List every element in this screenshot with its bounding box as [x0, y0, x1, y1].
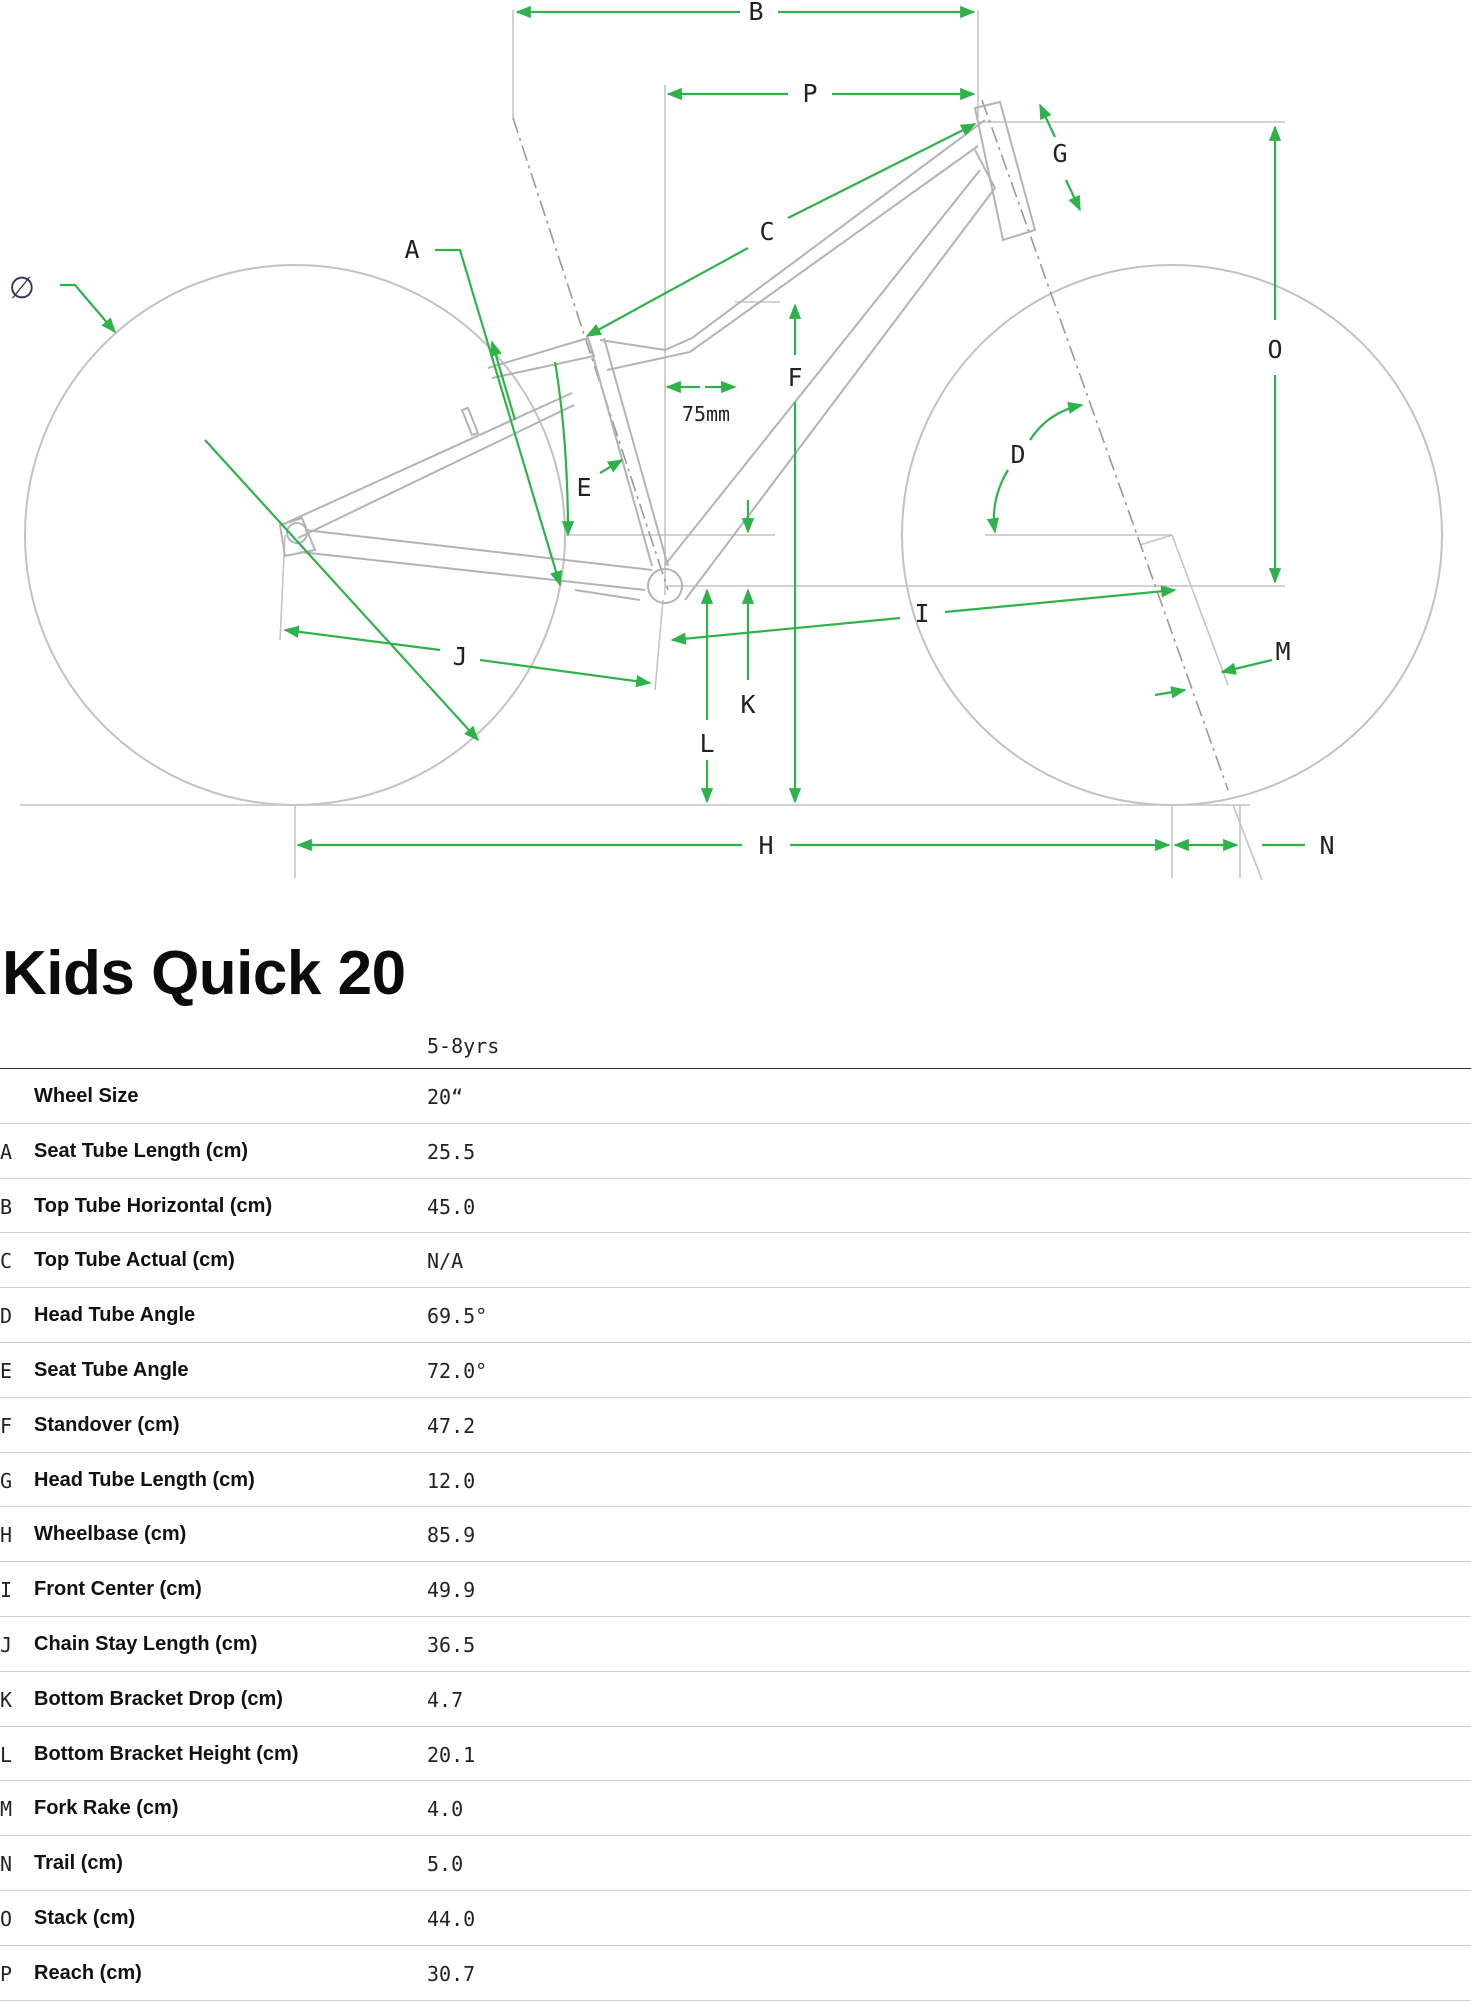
row-label: Top Tube Actual (cm) — [34, 1249, 235, 1272]
row-value: 36.5 — [427, 1632, 476, 1657]
table-row: C Top Tube Actual (cm) N/A — [0, 1233, 1471, 1289]
row-label: Bottom Bracket Drop (cm) — [34, 1687, 283, 1710]
row-value: 20.1 — [427, 1742, 476, 1767]
geometry-rows: Wheel Size 20“ A Seat Tube Length (cm) 25.5 B… — [0, 1069, 1471, 2001]
table-row: P Reach (cm) 30.7 — [0, 1946, 1471, 2001]
row-value: 85.9 — [427, 1523, 476, 1548]
row-label: Head Tube Angle — [34, 1304, 196, 1327]
row-letter: G — [0, 1468, 13, 1493]
row-label: Fork Rake (cm) — [34, 1797, 179, 1820]
row-letter: F — [0, 1413, 13, 1438]
label-f: F — [787, 363, 802, 392]
table-row: D Head Tube Angle 69.5° — [0, 1288, 1471, 1343]
row-letter: E — [0, 1358, 13, 1383]
label-h: H — [758, 831, 773, 860]
label-n: N — [1319, 831, 1334, 860]
row-value: 30.7 — [427, 1961, 476, 1986]
label-p: P — [802, 79, 817, 108]
row-value: 20“ — [427, 1085, 464, 1109]
row-letter: C — [0, 1249, 13, 1274]
row-label: Reach (cm) — [34, 1961, 142, 1984]
table-row: K Bottom Bracket Drop (cm) 4.7 — [0, 1672, 1471, 1727]
bike-frame — [278, 100, 1037, 604]
row-letter: H — [0, 1523, 13, 1548]
geometry-table: 5-8yrs Wheel Size 20“ A Seat Tube Length (c… — [0, 1020, 1471, 2001]
label-i: I — [914, 599, 929, 628]
table-row: N Trail (cm) 5.0 — [0, 1836, 1471, 1891]
table-row: L Bottom Bracket Height (cm) 20.1 — [0, 1727, 1471, 1782]
table-row: A Seat Tube Length (cm) 25.5 — [0, 1124, 1471, 1179]
row-letter: D — [0, 1304, 13, 1329]
table-row: I Front Center (cm) 49.9 — [0, 1562, 1471, 1617]
row-letter: J — [0, 1632, 13, 1657]
row-letter: A — [0, 1139, 13, 1164]
row-label: Wheel Size — [34, 1085, 139, 1107]
table-row: Wheel Size 20“ — [0, 1069, 1471, 1124]
size-header-row: 5-8yrs — [0, 1020, 1471, 1069]
table-row: M Fork Rake (cm) 4.0 — [0, 1781, 1471, 1837]
table-row: F Standover (cm) 47.2 — [0, 1398, 1471, 1453]
rear-wheel — [24, 264, 566, 806]
measurement-lines — [60, 5, 1305, 852]
row-value: N/A — [427, 1249, 464, 1274]
row-letter: O — [0, 1906, 13, 1931]
row-value: 45.0 — [427, 1194, 476, 1219]
seat-axis — [512, 117, 669, 591]
label-o: O — [1267, 335, 1282, 364]
page-title: Kids Quick 20 — [2, 939, 406, 1008]
row-letter: N — [0, 1852, 13, 1877]
row-label: Seat Tube Length (cm) — [34, 1139, 249, 1162]
row-label: Wheelbase (cm) — [34, 1523, 187, 1546]
table-row: J Chain Stay Length (cm) 36.5 — [0, 1617, 1471, 1672]
size-column-header: 5-8yrs — [427, 1034, 500, 1058]
label-e: E — [576, 473, 591, 502]
row-letter: K — [0, 1687, 13, 1712]
label-d: D — [1010, 440, 1025, 469]
row-letter: P — [0, 1961, 13, 1986]
table-row: E Seat Tube Angle 72.0° — [0, 1343, 1471, 1398]
row-letter: M — [0, 1797, 13, 1822]
row-value: 44.0 — [427, 1906, 476, 1931]
label-l: L — [699, 729, 714, 758]
label-a: A — [404, 235, 419, 264]
row-label: Front Center (cm) — [34, 1578, 202, 1601]
row-value: 25.5 — [427, 1139, 476, 1164]
label-g: G — [1052, 139, 1067, 168]
table-row: H Wheelbase (cm) 85.9 — [0, 1507, 1471, 1563]
row-label: Bottom Bracket Height (cm) — [34, 1742, 299, 1765]
row-label: Standover (cm) — [34, 1413, 180, 1436]
row-value: 5.0 — [427, 1852, 464, 1877]
row-letter: L — [0, 1742, 13, 1767]
reference-guides — [20, 10, 1285, 881]
steering-axis — [981, 99, 1229, 791]
table-row: B Top Tube Horizontal (cm) 45.0 — [0, 1179, 1471, 1234]
row-letter: B — [0, 1194, 13, 1219]
label-m: M — [1275, 637, 1290, 666]
table-row: O Stack (cm) 44.0 — [0, 1891, 1471, 1946]
label-wheel-diameter: ∅ — [9, 271, 35, 306]
row-value: 47.2 — [427, 1413, 476, 1438]
row-value: 49.9 — [427, 1578, 476, 1603]
row-label: Stack (cm) — [34, 1906, 136, 1929]
row-label: Trail (cm) — [34, 1852, 123, 1875]
row-label: Chain Stay Length (cm) — [34, 1632, 258, 1655]
label-k: K — [740, 690, 755, 719]
row-label: Seat Tube Angle — [34, 1358, 189, 1381]
row-value: 69.5° — [427, 1304, 488, 1329]
row-value: 12.0 — [427, 1468, 476, 1493]
row-value: 72.0° — [427, 1358, 488, 1383]
row-letter: I — [0, 1578, 13, 1603]
label-b: B — [748, 0, 763, 26]
bike-geometry-diagram: B P G C A O F 75mm D E I M J K L H N ∅ — [9, 0, 1443, 881]
row-label: Top Tube Horizontal (cm) — [34, 1194, 273, 1217]
label-75mm: 75mm — [682, 402, 730, 426]
row-label: Head Tube Length (cm) — [34, 1468, 255, 1491]
row-value: 4.7 — [427, 1687, 464, 1712]
row-value: 4.0 — [427, 1797, 464, 1822]
label-c: C — [759, 217, 774, 246]
label-j: J — [452, 642, 467, 671]
table-row: G Head Tube Length (cm) 12.0 — [0, 1453, 1471, 1508]
